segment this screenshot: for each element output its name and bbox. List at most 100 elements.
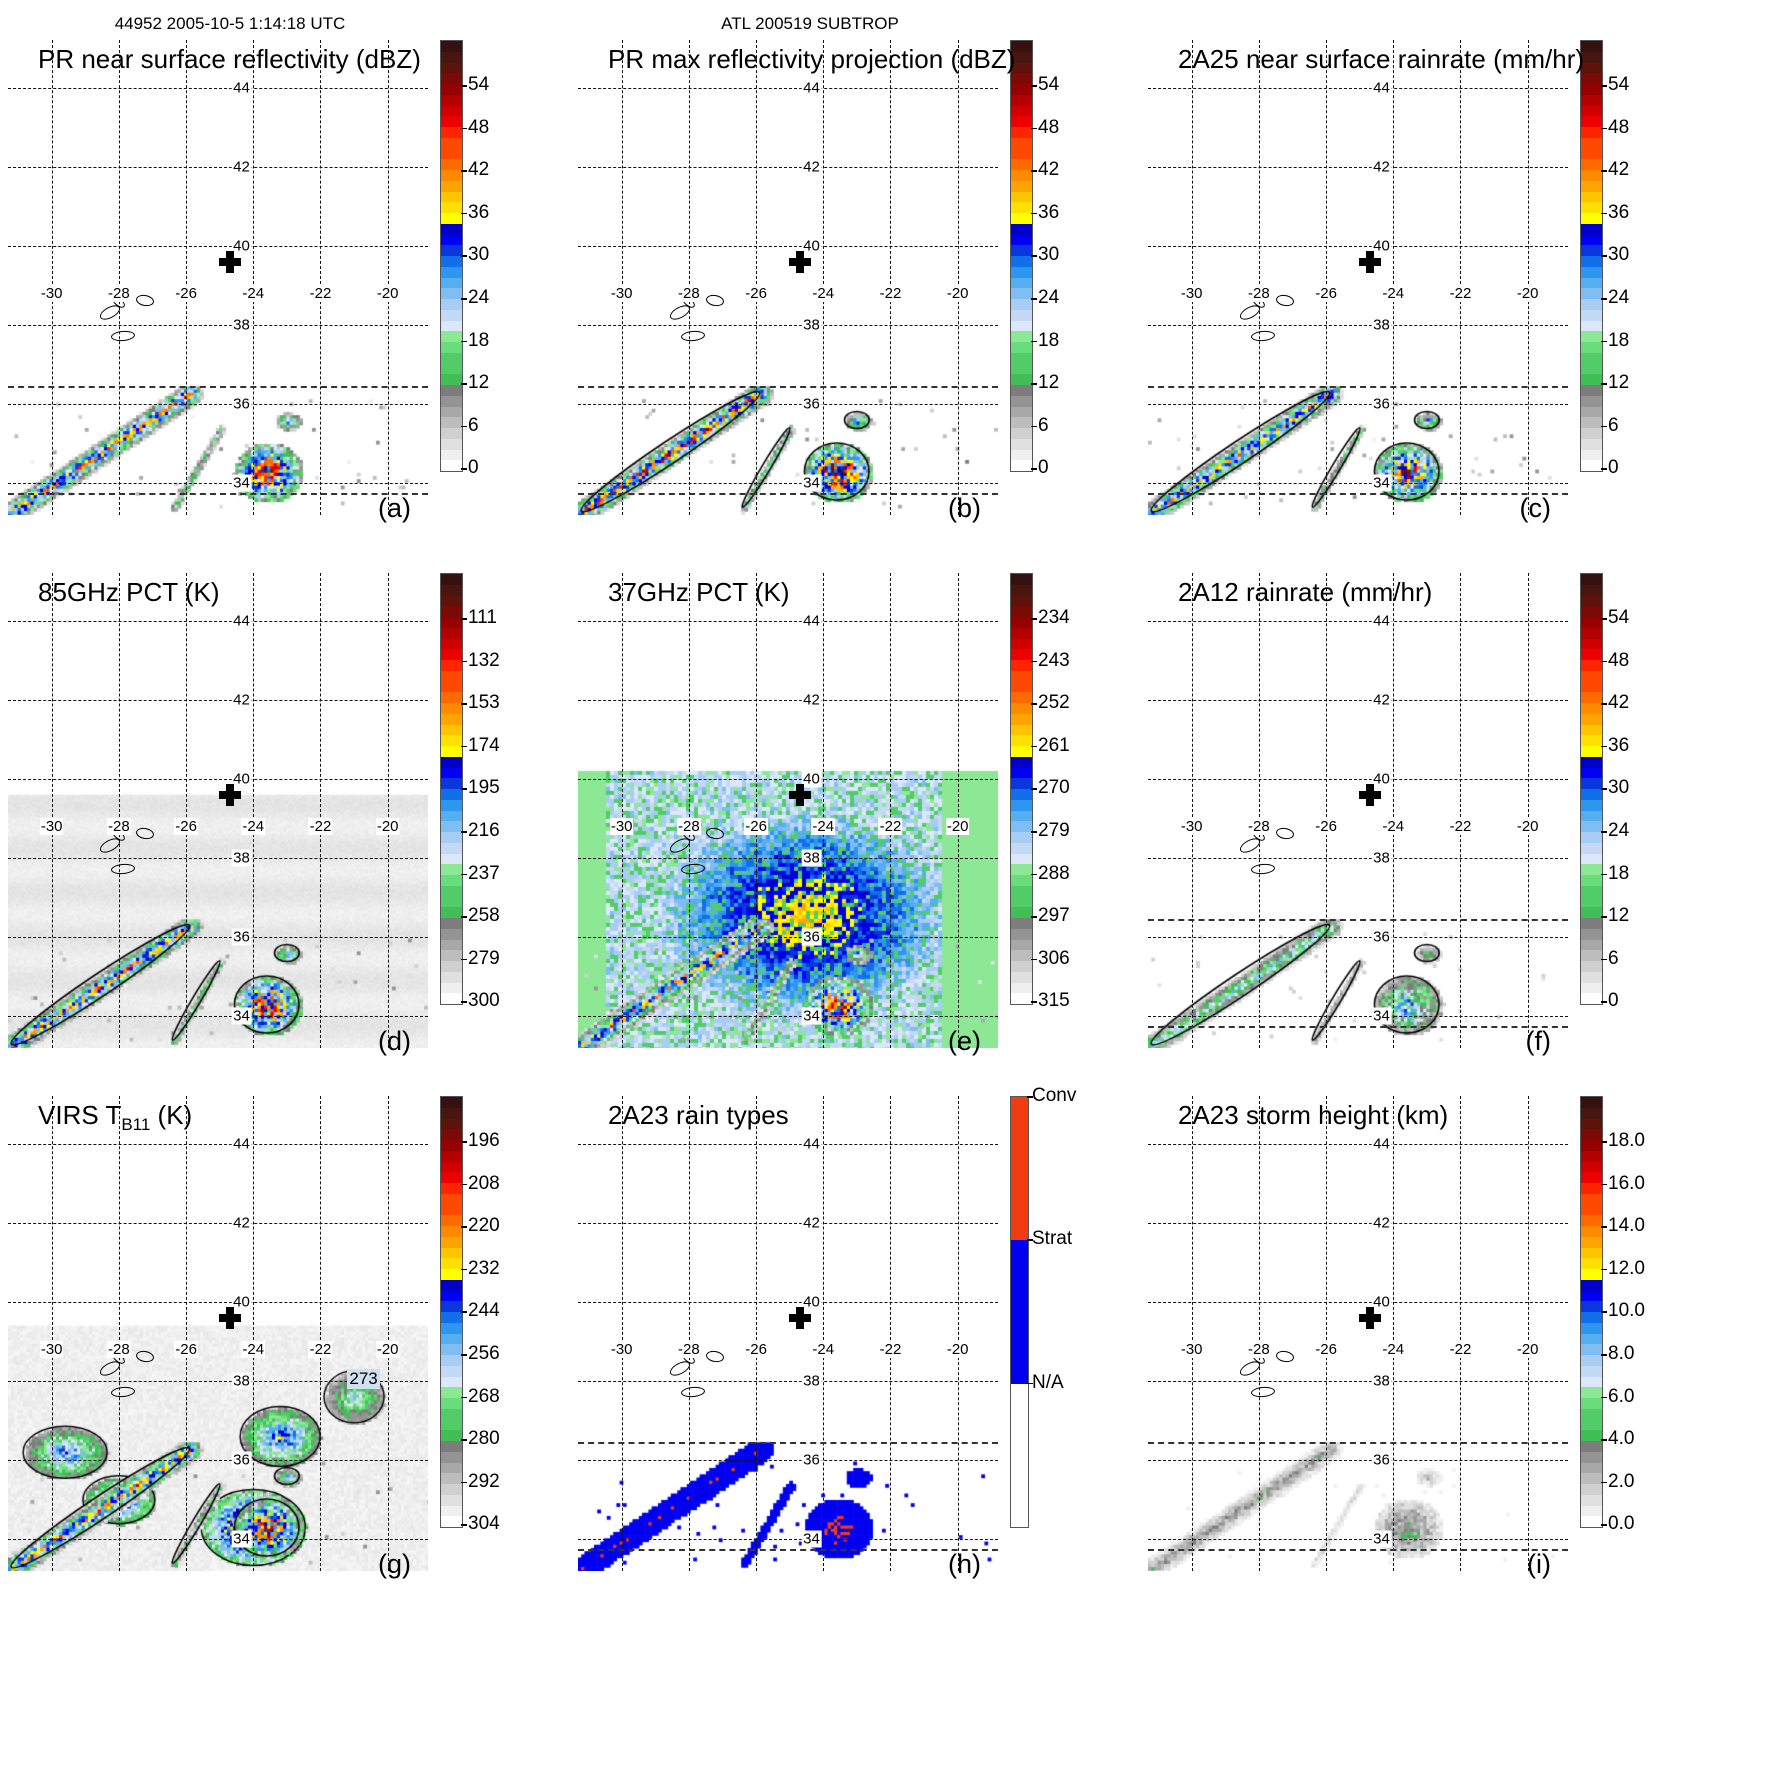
colorbar-segment (1581, 627, 1602, 639)
colorbar-segment (441, 703, 462, 714)
colorbar-segment (1581, 756, 1602, 768)
lat-tick-label-40: 40 (1371, 237, 1392, 255)
colorbar-segment (441, 105, 462, 117)
colorbar-tickmark-9 (1601, 1001, 1607, 1003)
colorbar-segment (1581, 234, 1602, 246)
gridline-lat-42 (8, 699, 428, 701)
colorbar-tickmark-7 (461, 916, 467, 918)
colorbar-tickmark-3 (1031, 745, 1037, 748)
colorbar-segment (1581, 1150, 1602, 1162)
rain-type-segment-strat (1011, 1240, 1028, 1384)
colorbar-segment (441, 875, 462, 886)
colorbar-segment (1581, 1226, 1602, 1237)
colorbar-segment (1011, 342, 1032, 353)
colorbar-segment (441, 202, 462, 213)
lat-tick-label-34: 34 (1371, 1007, 1392, 1025)
colorbar-segment (1581, 746, 1602, 757)
colorbar-tickmark-4 (461, 255, 467, 258)
gridline-lat-44 (578, 1143, 998, 1145)
lon-tick-label--22: -22 (878, 1341, 903, 1359)
colorbar-segment (1011, 213, 1032, 224)
colorbar-segment (1011, 245, 1032, 256)
colorbar-segment (1581, 1204, 1602, 1216)
swath-edge-1 (578, 493, 998, 496)
colorbar-tickmark-3 (461, 212, 467, 215)
storm-center-cross (218, 1306, 241, 1329)
colorbar-segment (441, 660, 462, 671)
colorbar-segment (1581, 1193, 1602, 1205)
gridline-lon--30 (621, 40, 623, 515)
lon-tick-label--28: -28 (1247, 818, 1271, 836)
lat-tick-label-36: 36 (801, 395, 822, 413)
colorbar-segment (441, 1312, 462, 1323)
colorbar-tick-label-3: 36 (1608, 734, 1630, 756)
colorbar-segment (441, 62, 462, 74)
gridline-lon--30 (51, 573, 53, 1048)
colorbar-tick-label-4: 30 (468, 244, 490, 266)
gridline-lat-40 (578, 1301, 998, 1303)
colorbar-segment (441, 277, 462, 289)
lat-tick-label-38: 38 (231, 849, 252, 867)
gridline-lat-38 (8, 858, 428, 859)
lat-tick-label-44: 44 (1371, 79, 1392, 96)
colorbar-tick-label-6: 288 (1038, 862, 1070, 884)
colorbar-segment (441, 756, 462, 768)
colorbar-segment (441, 1258, 462, 1269)
colorbar-segment (1011, 574, 1032, 585)
map-data-layer-a (8, 40, 428, 515)
colorbar-tickmark-0 (1031, 85, 1037, 87)
gridline-lon--20 (1527, 40, 1529, 515)
lon-tick-label--22: -22 (878, 818, 903, 836)
gridline-lon--24 (1393, 40, 1395, 515)
colorbar-segment (441, 170, 462, 181)
colorbar-segment (1581, 309, 1602, 321)
colorbar-tick-label-1: 16.0 (1608, 1172, 1645, 1194)
lat-tick-label-34: 34 (1371, 1530, 1392, 1548)
colorbar-segment (1011, 982, 1032, 994)
gridline-lon--26 (1326, 1096, 1328, 1571)
colorbar-segment (441, 137, 462, 149)
colorbar-segment (441, 1333, 462, 1345)
colorbar-tickmark-9 (1031, 1001, 1037, 1003)
colorbar-segment (441, 234, 462, 246)
colorbar-tickmark-7 (461, 1439, 467, 1441)
colorbar-tick-label-6: 18 (1608, 329, 1630, 351)
colorbar-tickmark-4 (461, 788, 467, 791)
colorbar-segment (1581, 116, 1602, 127)
panel-title-f: 2A12 rainrate (mm/hr) (1178, 577, 1433, 607)
colorbar-segment (441, 1226, 462, 1237)
colorbar-tickmark-2 (461, 703, 467, 705)
colorbar-segment (1011, 939, 1032, 951)
gridline-lat-44 (8, 1143, 428, 1145)
lon-tick-label--24: -24 (811, 818, 836, 836)
lon-tick-label--30: -30 (609, 1341, 634, 1359)
gridline-lat-38 (578, 858, 998, 859)
rain-type-label-1: Strat (1032, 1228, 1073, 1250)
colorbar-tickmark-3 (1601, 745, 1607, 748)
lon-tick-label--20: -20 (375, 285, 400, 303)
lon-tick-label--30: -30 (1179, 285, 1204, 303)
swath-edge-1 (1148, 1026, 1568, 1029)
colorbar-segment (1581, 245, 1602, 256)
colorbar-tickmark-1 (1601, 660, 1607, 663)
colorbar-tick-label-8: 6 (1038, 414, 1049, 436)
colorbar-tick-label-8: 6 (1608, 414, 1619, 436)
gridline-lat-34 (8, 1539, 428, 1541)
lon-tick-label--26: -26 (1314, 1341, 1338, 1359)
gridline-lat-44 (8, 87, 428, 89)
colorbar-segment (1581, 584, 1602, 596)
panel-title-a: PR near surface reflectivity (dBZ) (38, 44, 421, 74)
gridline-lat-40 (1148, 778, 1568, 780)
storm-height-colorbar-bar (1580, 1096, 1603, 1528)
colorbar-segment (1581, 320, 1602, 332)
gridline-lon--20 (1527, 1096, 1529, 1571)
lat-tick-label-44: 44 (231, 79, 252, 96)
lat-tick-label-36: 36 (801, 1451, 822, 1469)
colorbar-segment (1011, 853, 1032, 865)
lat-tick-label-38: 38 (801, 1372, 822, 1390)
colorbar-segment (441, 584, 462, 596)
lat-tick-label-38: 38 (1371, 1372, 1392, 1390)
swath-edge-0 (1148, 386, 1568, 389)
lat-tick-label-34: 34 (231, 1530, 252, 1548)
colorbar-tickmark-9 (1031, 468, 1037, 470)
